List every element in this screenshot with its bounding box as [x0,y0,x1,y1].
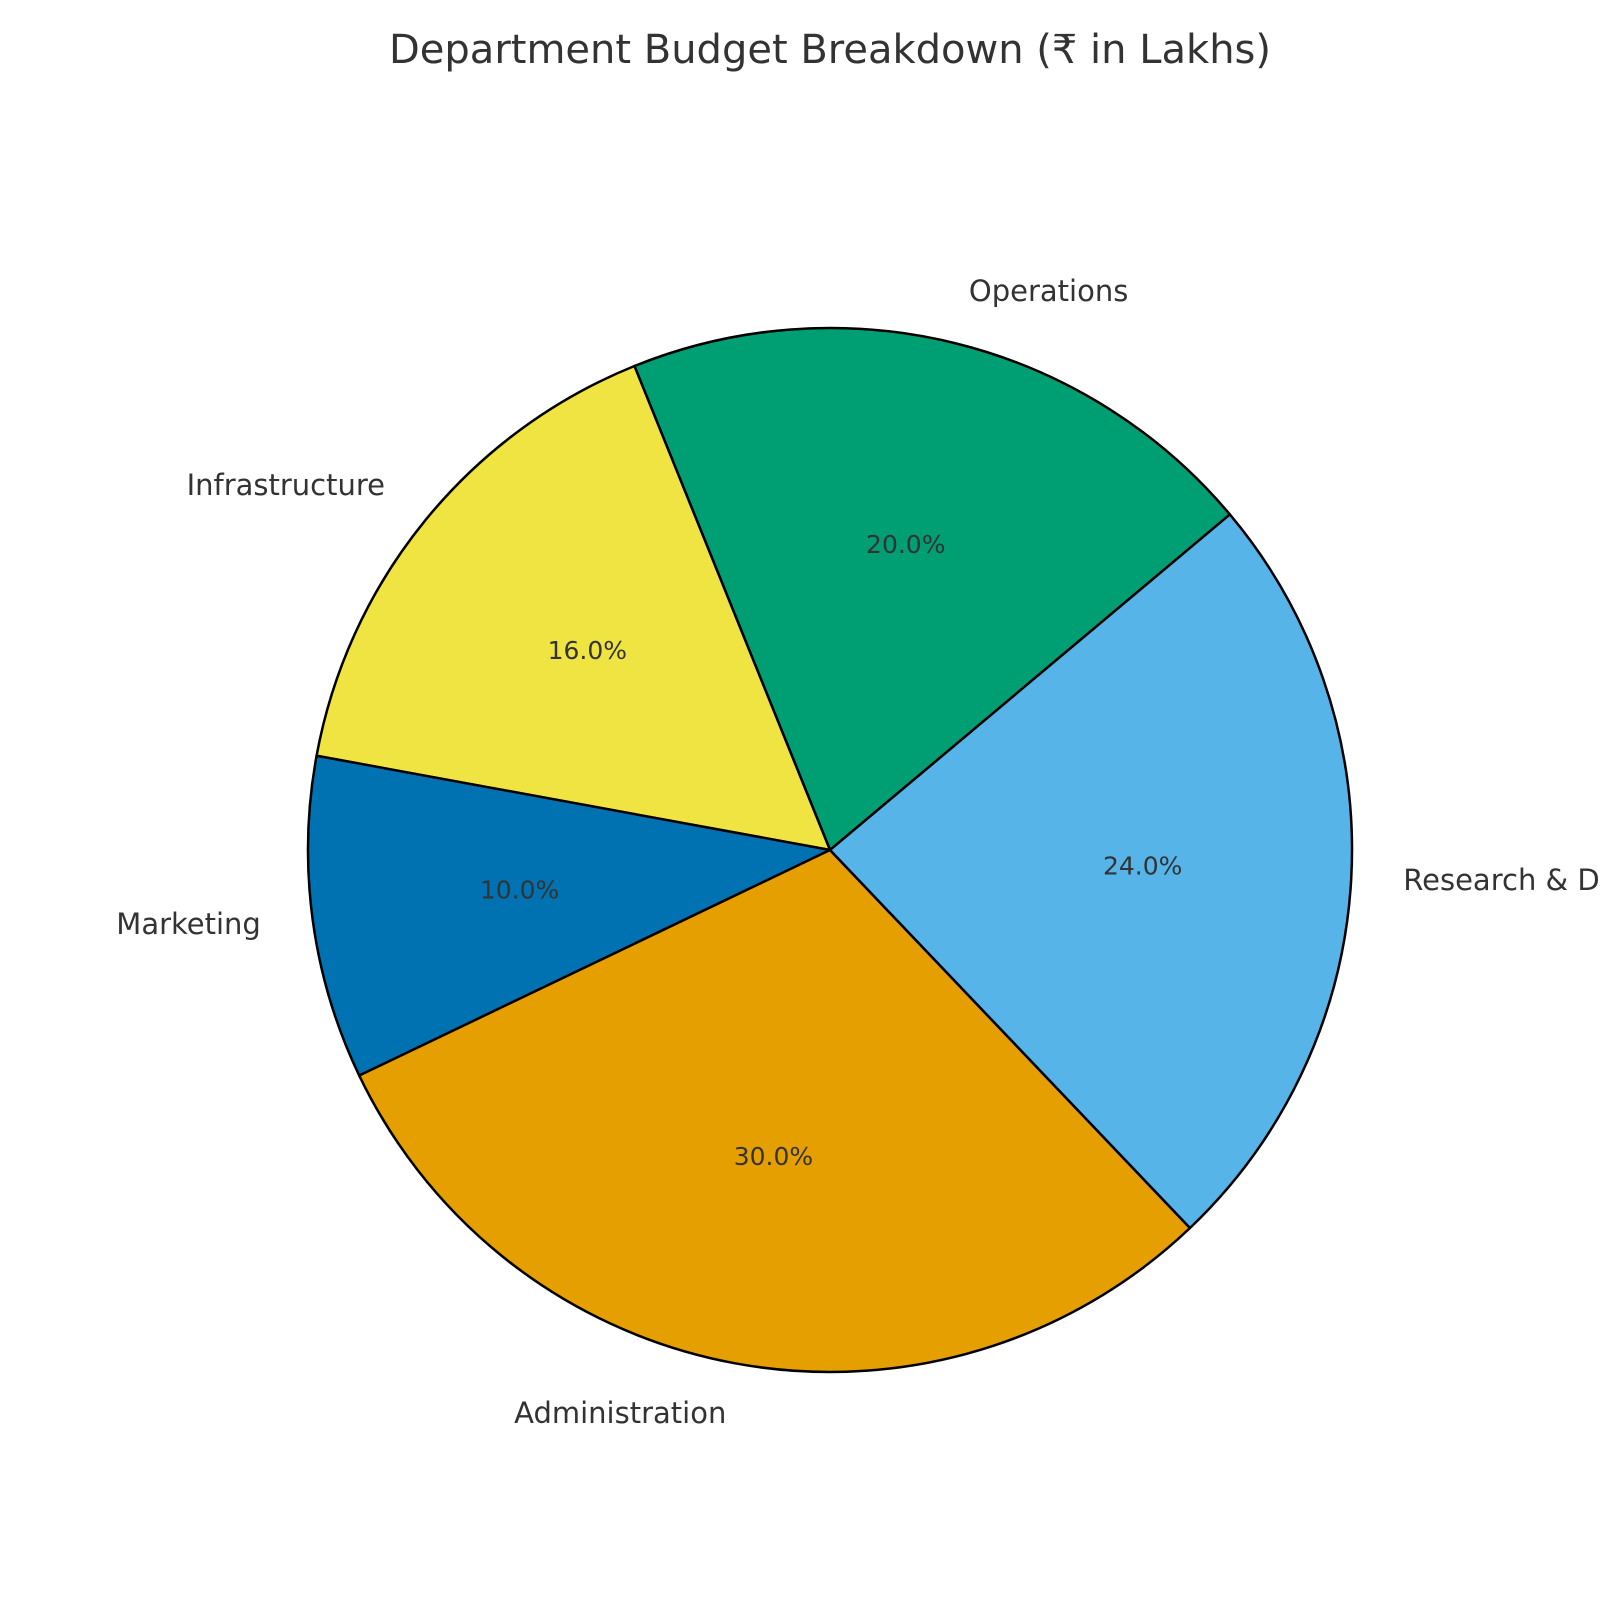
pct-label-administration: 30.0% [734,1142,813,1171]
slice-label-infrastructure: Infrastructure [187,468,385,502]
labels-layer: Operations 20.0% Infrastructure 16.0% Market… [116,274,1600,1430]
pct-label-operations: 20.0% [866,530,945,559]
pie-slice-research-dev [828,513,1354,1230]
pct-label-infrastructure: 16.0% [548,636,627,665]
slice-label-operations: Operations [969,274,1128,308]
pct-label-research-dev: 24.0% [1103,851,1182,880]
slice-label-research-dev: Research & Dev [1403,863,1600,897]
chart-title: Department Budget Breakdown (₹ in Lakhs) [389,27,1271,73]
pie-slice-administration [357,848,1192,1374]
pct-label-marketing: 10.0% [480,875,559,904]
slice-label-marketing: Marketing [116,907,261,941]
slices-layer [306,326,1354,1374]
slice-label-administration: Administration [514,1396,726,1430]
pie-slice-marketing [306,754,832,1077]
pie-slice-infrastructure [315,364,832,852]
pie-slice-operations [633,326,1232,852]
